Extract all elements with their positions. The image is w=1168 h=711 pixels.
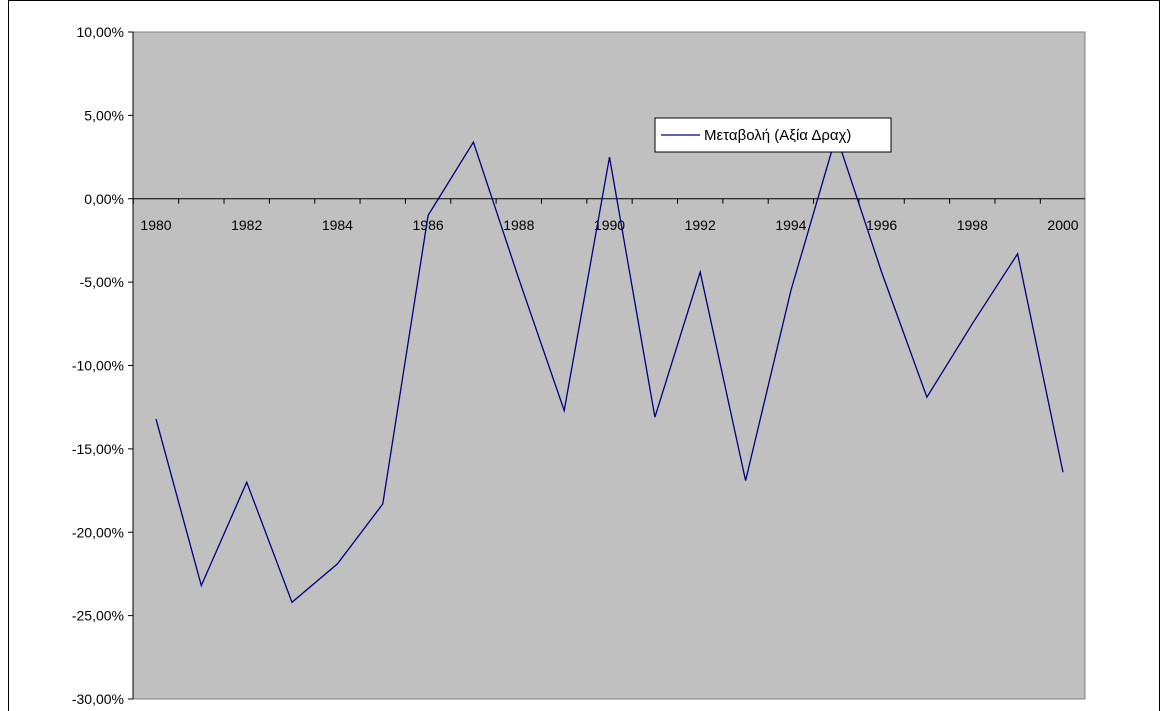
y-tick-label: -15,00%: [72, 441, 124, 457]
y-tick-label: 5,00%: [84, 107, 124, 123]
x-tick-label: 1980: [140, 217, 171, 233]
x-axis: 1980 1982 1984 1986 1988 1990 1992 1994 1996 1998…: [132, 198, 1085, 233]
plot-area: [132, 31, 1086, 700]
chart-frame: [8, 0, 1160, 711]
x-tick-label: 1988: [503, 217, 534, 233]
x-tick-label: 2000: [1047, 217, 1078, 233]
legend: Μεταβολή (Αξία Δραχ): [654, 117, 892, 153]
y-axis: 10,00% 5,00% 0,00% -5,00% -10,00% -15,00% -20,…: [72, 24, 134, 707]
x-tick-label: 1996: [866, 217, 897, 233]
y-tick-label: -10,00%: [72, 358, 124, 374]
y-tick-label: -25,00%: [72, 608, 124, 624]
x-tick-label: 1994: [775, 217, 806, 233]
x-tick-label: 1992: [685, 217, 716, 233]
legend-label: Μεταβολή (Αξία Δραχ): [704, 127, 851, 144]
y-tick-label: 0,00%: [84, 191, 124, 207]
x-tick-label: 1998: [957, 217, 988, 233]
y-tick-label: 10,00%: [77, 24, 124, 40]
x-tick-label: 1984: [322, 217, 353, 233]
y-tick-label: -20,00%: [72, 524, 124, 540]
series-layer: [155, 133, 1064, 604]
x-tick-label: 1982: [231, 217, 262, 233]
x-tick-label: 1990: [594, 217, 625, 233]
y-tick-label: -5,00%: [80, 274, 124, 290]
y-tick-label: -30,00%: [72, 691, 124, 707]
x-tick-label: 1986: [413, 217, 444, 233]
